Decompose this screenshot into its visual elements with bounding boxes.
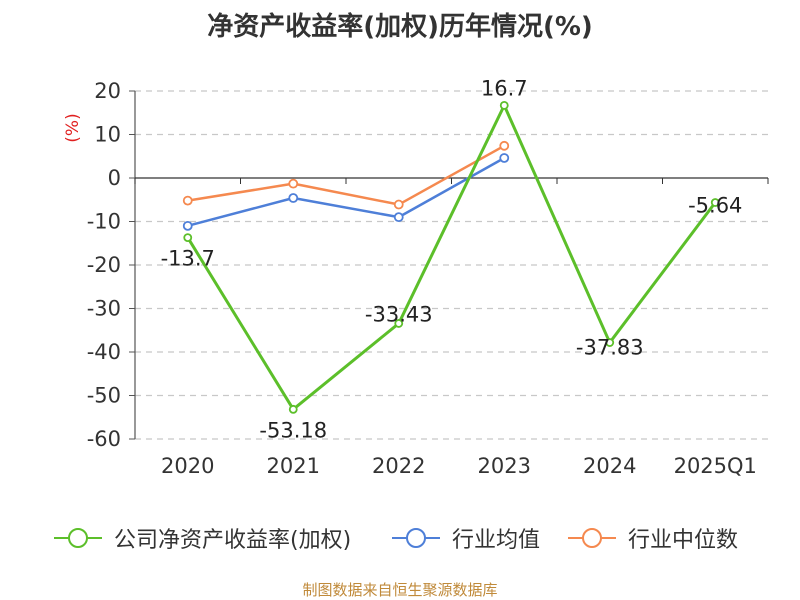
legend-industry-median-icon [568,528,616,548]
legend-label-industry-median: 行业中位数 [628,528,739,553]
legend-company-roe-icon [54,528,102,548]
x-tick-label: 2020 [161,454,214,478]
data-label: 16.7 [481,76,528,100]
x-tick-label: 2025Q1 [674,454,757,478]
legend-label-industry-mean: 行业均值 [452,528,541,553]
data-point [288,178,299,189]
data-point [394,319,404,328]
grid-lines [135,90,768,440]
data-label: -13.7 [161,247,215,271]
x-tick-label: 2022 [372,454,425,478]
x-tick-label: 2021 [267,454,320,478]
data-labels: -13.7 -53.18 -33.43 16.7 -37.83 -5.64 [161,76,743,442]
y-tick-label: 10 [94,123,121,147]
data-point [288,193,299,203]
y-tick-label: -10 [87,210,121,234]
legend-industry-mean-icon [392,528,440,548]
x-tick-label: 2024 [583,454,636,478]
source-note: 制图数据来自恒生聚源数据库 [302,581,498,599]
data-label: -33.43 [365,302,433,326]
x-tick-label: 2023 [478,454,531,478]
series-lines [182,100,720,414]
y-tick-label: -60 [87,427,121,451]
data-label: -37.83 [576,336,644,360]
y-tick-label: -20 [87,253,121,277]
data-point [182,195,193,206]
data-point [183,233,193,242]
data-point [182,220,193,231]
y-tick-label: 0 [108,166,121,190]
data-label: -53.18 [259,418,327,442]
legend-item-company-roe[interactable]: 公司净资产收益率(加权) [52,518,351,558]
y-axis-label: (%) [63,113,83,142]
chart-title: 净资产收益率(加权)历年情况(%) [207,12,593,42]
data-label: -5.64 [688,194,742,218]
y-tick-label: -30 [87,297,121,321]
data-point [393,212,404,223]
legend-label-company-roe: 公司净资产收益率(加权) [114,528,352,553]
data-point [605,338,615,347]
legend-item-industry-median[interactable]: 行业中位数 [566,518,738,558]
series-line-1 [187,156,505,228]
legend-item-industry-mean[interactable]: 行业均值 [390,518,540,558]
data-point [499,140,510,151]
series-line-2 [187,144,505,206]
data-point [710,198,720,207]
y-tick-label: 20 [94,79,121,103]
y-tick-label: -50 [87,384,121,408]
y-tick-label: -40 [87,340,121,364]
data-point [499,100,509,110]
data-point [499,153,510,163]
data-point [288,404,298,414]
axes: 20 10 0 -10 -20 -30 -40 -50 -60 2020 2021 2022 2023 2… [63,79,769,478]
legend: 公司净资产收益率(加权) 行业均值 行业中位数 [0,518,800,558]
data-point [393,199,404,210]
series-line-0 [186,103,717,411]
